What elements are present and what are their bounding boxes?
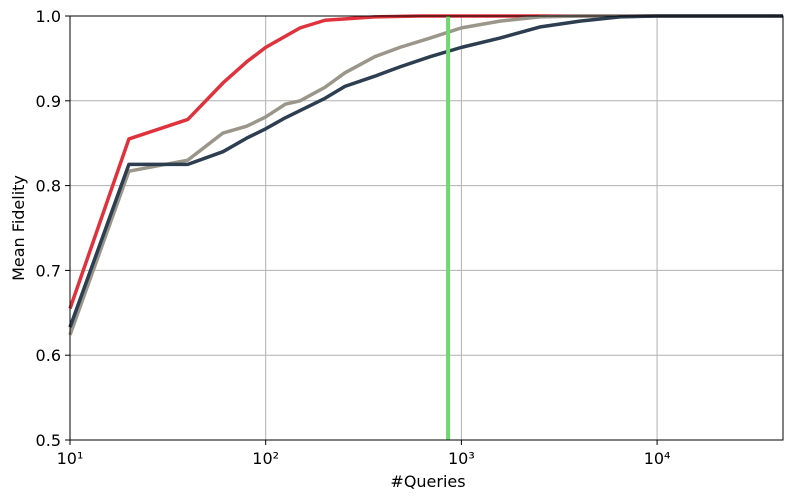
y-tick-label: 0.6 (36, 346, 61, 365)
y-tick-label: 0.9 (36, 92, 61, 111)
x-axis-label: #Queries (390, 472, 465, 491)
x-tick-label: 10² (252, 449, 279, 468)
plot-frame (69, 15, 784, 441)
series-line (68, 14, 783, 328)
x-tick-label: 10⁴ (644, 449, 671, 468)
y-tick-label: 0.8 (36, 177, 61, 196)
series-line (68, 14, 783, 336)
y-tick-label: 0.7 (36, 261, 61, 280)
x-tick-label: 10¹ (57, 449, 84, 468)
y-tick-label: 1.0 (36, 7, 61, 26)
series-line (68, 14, 783, 310)
y-tick-label: 0.5 (36, 431, 61, 450)
y-axis-label: Mean Fidelity (9, 175, 28, 281)
x-tick-label: 10³ (448, 449, 475, 468)
